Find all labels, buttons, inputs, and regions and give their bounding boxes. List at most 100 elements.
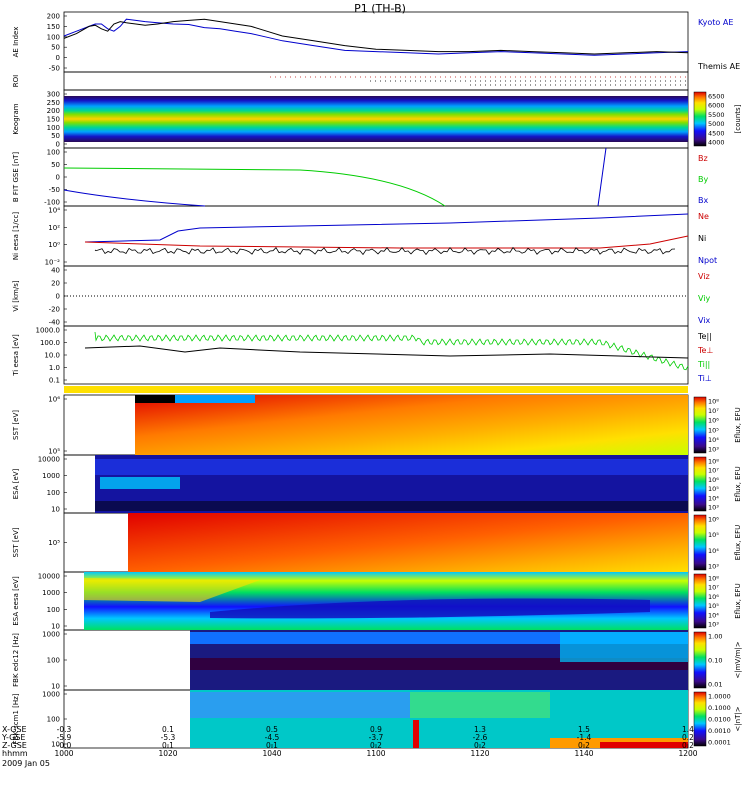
velocity-ytick-label: 20 [51,280,60,288]
keogram-colorbar-tick: 4500 [708,129,725,137]
xaxis-tick-x: 1.5 [578,725,590,734]
fbk2-colorbar-tick: 0.1000 [708,704,731,712]
ae-series-themis-ae [63,18,689,55]
row-label-x: X-GSE [2,725,27,734]
x-axis-labels: X-GSE Y-GSE Z-GSE hhmm 2009 Jan 05 -0.3-… [1,725,698,768]
fbk2-ytick-label: 1000 [42,691,60,699]
sst1-colorbar-tick: 10⁵ [708,426,719,434]
keogram-colorbar [693,91,707,147]
esa1-colorbar [693,456,707,512]
density-ylabel: Ni eesa [1/cc] [12,212,20,260]
keogram-image [64,96,688,142]
density-black-line [94,246,676,256]
keogram-colorbar-tick: 5500 [708,111,725,119]
xaxis-tick-hhmm: 1120 [470,749,489,758]
xaxis-tick-z: 0.1 [162,741,174,750]
keogram-colorbar-tick: 5000 [708,120,725,128]
temperature-ytick-label: 10.0 [44,352,60,360]
esa2-colorbar [693,573,707,629]
density-legend-label: Ne [698,212,709,221]
sst2-colorbar-tick: 10⁴ [708,547,719,555]
velocity-ytick-label: -20 [49,306,60,314]
xaxis-tick-hhmm: 1000 [54,749,73,758]
fbk1-ytick-label: 100 [47,657,60,665]
esa1-ytick-label: 10 [51,506,60,514]
ae-legend-label: Kyoto AE [698,18,733,27]
fbk2-blue-patch [190,692,410,718]
fbk2-ylabel: FBK scm1 [Hz] [12,693,20,744]
esa1-colorbar-tick: 10⁸ [708,458,719,466]
xaxis-tick-z: 0.2 [370,741,382,750]
xaxis-tick-y: -4.5 [265,733,280,742]
fbk2-ytick-label: 10 [51,741,60,749]
keogram-ytick-label: 50 [51,132,60,140]
esa2-colorbar-tick: 10⁸ [708,575,719,583]
keogram-ytick-label: 0 [56,141,60,149]
esa2-colorbar-tick: 10⁶ [708,593,719,601]
bfield-ytick-label: -50 [49,186,60,194]
sst1-colorbar [693,396,707,454]
fbk1-colorbar [693,631,707,689]
xaxis-tick-y: -1.4 [577,733,592,742]
xaxis-tick-hhmm: 1020 [158,749,177,758]
sst2-colorbar-unit: Eflux, EFU [734,525,742,560]
xaxis-tick-hhmm: 1100 [366,749,385,758]
temperature-ytick-label: 0.1 [49,377,60,385]
density-ytick-label: 10⁴ [48,207,60,215]
row-label-hhmm: hhmm [2,749,28,758]
esa1-ytick-label: 1000 [42,472,60,480]
fbk1-cyan-patch [560,632,688,662]
sst1-ylabel: SST [eV] [12,410,20,440]
date-label: 2009 Jan 05 [2,759,50,768]
sst1-colorbar-tick: 10⁷ [708,407,719,415]
ae-ytick-label: 150 [47,23,60,31]
temperature-legend-label: Te|| [697,332,712,341]
xaxis-tick-x: -0.3 [57,725,72,734]
esa1-ytick-label: 100 [47,489,60,497]
plot-title: P1 (TH-B) [354,2,406,15]
keogram-ytick-label: 200 [47,107,60,115]
density-ytick-label: 10⁰ [48,241,60,249]
keogram-colorbar-tick: 4000 [708,139,725,147]
esa2-ytick-label: 10 [51,623,60,631]
sst1-colorbar-unit: Eflux, EFU [734,407,742,442]
keogram-ytick-label: 150 [47,116,60,124]
velocity-ylabel: Vi [km/s] [12,280,20,311]
fbk2-colorbar-tick: 0.0001 [708,739,731,747]
fbk2-colorbar-tick: 1.0000 [708,693,731,701]
esa1-cyan-patch [100,477,180,489]
xaxis-tick-z: -0.0 [57,741,72,750]
sst1-ytick-label: 10⁵ [48,448,60,456]
esa1-colorbar-tick: 10⁷ [708,467,719,475]
esa2-ytick-label: 1000 [42,589,60,597]
sst2-colorbar-tick: 10⁵ [708,531,719,539]
fbk2-ytick-label: 100 [47,716,60,724]
bfield-frame [63,147,689,207]
keogram-ylabel: Keogram [12,103,20,134]
fbk2-red-band [600,742,688,748]
sst2-colorbar-tick: 10⁶ [708,516,719,524]
keogram-colorbar-tick: 6500 [708,93,725,101]
velocity-legend-label: Vix [698,316,711,325]
density-red-line [84,235,689,249]
fbk1-ylabel: FBK edc12 [Hz] [12,633,20,687]
xaxis-tick-x: 0.9 [370,725,382,734]
xaxis-tick-z: 0.1 [266,741,278,750]
sst2-image [128,513,688,572]
xaxis-tick-y: -2.6 [473,733,488,742]
xaxis-tick-y: -5.3 [161,733,176,742]
temperature-green-line [94,331,689,371]
sst2-ytick-label: 10⁵ [48,539,60,547]
ae-ytick-label: 100 [47,33,60,41]
ae-ytick-label: 200 [47,13,60,21]
xaxis-tick-x: 0.5 [266,725,278,734]
esa1-colorbar-tick: 10⁴ [708,494,719,502]
sst1-top-band-dark [135,395,175,403]
density-legend-label: Ni [698,234,706,243]
xaxis-tick-hhmm: 1040 [262,749,281,758]
bfield-bx-line [63,189,206,207]
esa1-lower-band [95,501,688,511]
density-ytick-label: 10² [48,224,60,232]
bfield-legend-label: Bz [698,154,708,163]
